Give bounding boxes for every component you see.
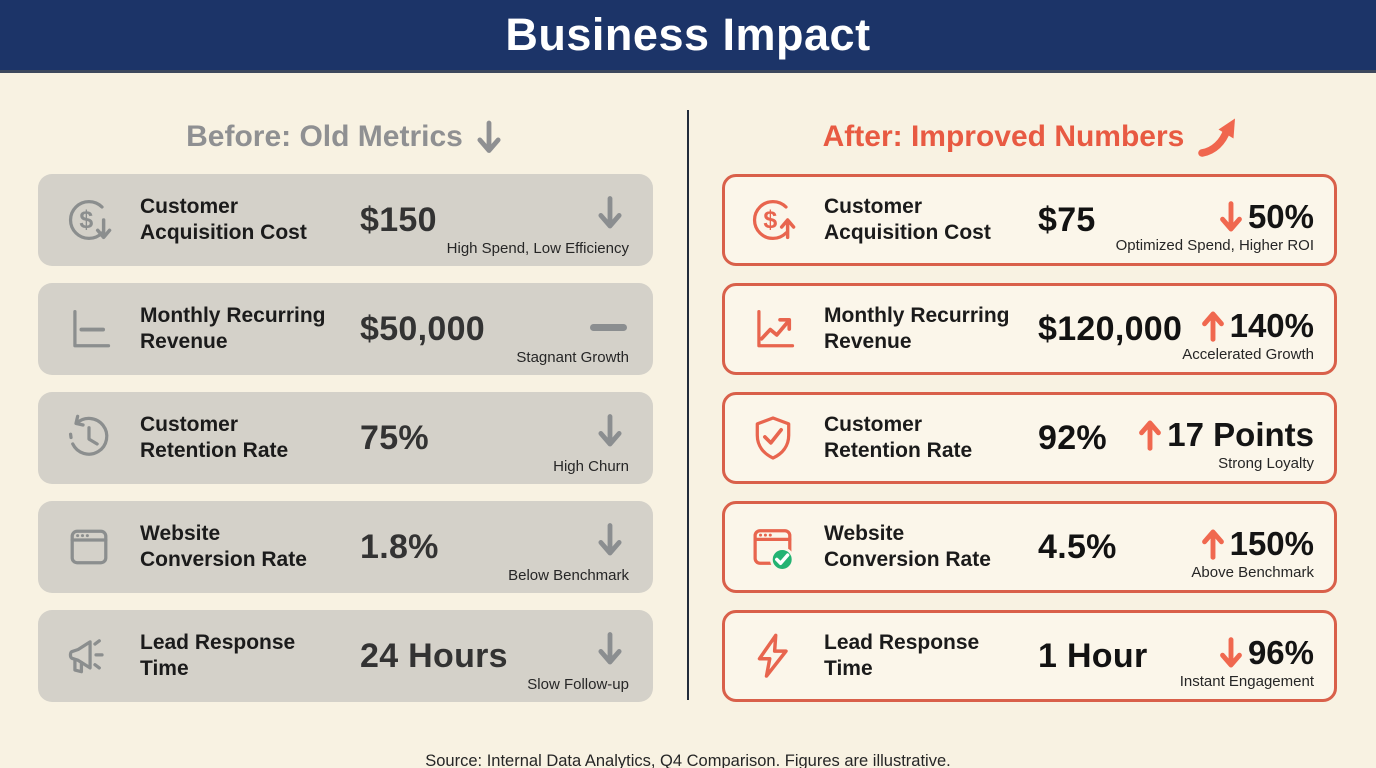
column-divider [687,110,689,700]
trend-delta: 140% [1201,307,1314,345]
after-heading-label: After: Improved Numbers [822,120,1185,153]
metric-label: Monthly Recurring Revenue [140,303,326,353]
after-heading: After: Improved Numbers [688,105,1376,169]
trend-up-arrow [1201,309,1225,343]
before-heading: Before: Old Metrics [0,105,688,169]
metric-value: 24 Hours [360,636,508,675]
metric-card-before-customer-retention-rate: Customer Retention Rate 75% High Churn [38,392,653,484]
dollar-cycle-up-icon: $ [746,193,800,247]
metric-value: 4.5% [1038,527,1117,566]
trend-delta: 50% [1219,198,1314,236]
trend-delta: 17 Points [1138,416,1314,454]
metric-value: $150 [360,200,437,239]
trend-down-arrow [597,521,623,559]
metric-caption: Instant Engagement [1179,673,1314,690]
metric-value: 92% [1038,418,1107,457]
metric-label: Customer Acquisition Cost [824,194,991,244]
after-column: After: Improved Numbers $ [688,73,1376,719]
metric-value: 1 Hour [1038,636,1148,675]
metric-caption: Slow Follow-up [527,676,629,693]
metric-card-after-lead-response-time: Lead Response Time 1 Hour 96% Instant En… [722,610,1337,702]
metric-card-before-customer-acquisition-cost: $ Customer Acquisition Cost $150 High Sp… [38,174,653,266]
comparison-columns: Before: Old Metrics $ [0,73,1376,719]
metric-value: 1.8% [360,527,439,566]
metric-caption: High Churn [553,458,629,475]
before-cards: $ Customer Acquisition Cost $150 High Sp… [0,174,688,702]
trend-down-arrow [1219,636,1243,670]
browser-check-icon [746,520,800,574]
growth-chart-icon [746,302,800,356]
megaphone-icon [62,629,116,683]
metric-delta: 140% [1229,307,1314,344]
metric-caption: Strong Loyalty [1218,455,1314,472]
metric-value: $50,000 [360,309,486,348]
metric-value: $120,000 [1038,309,1183,348]
metric-card-after-customer-retention-rate: Customer Retention Rate 92% 17 Points St… [722,392,1337,484]
metric-label: Lead Response Time [140,630,296,680]
shield-check-icon [746,411,800,465]
metric-value: $75 [1038,200,1096,239]
trend-delta: 150% [1201,525,1314,563]
metric-label: Website Conversion Rate [824,521,991,571]
lightning-bolt-icon [746,629,800,683]
dollar-cycle-down-icon: $ [62,193,116,247]
metric-caption: Optimized Spend, Higher ROI [1115,237,1314,254]
metric-label: Customer Acquisition Cost [140,194,307,244]
browser-window-icon [62,520,116,574]
metric-caption: Stagnant Growth [516,349,629,366]
metric-card-before-monthly-recurring-revenue: Monthly Recurring Revenue $50,000 Stagna… [38,283,653,375]
metric-label: Customer Retention Rate [824,412,973,462]
trend-flat-dash-icon [590,324,627,331]
metric-caption: Above Benchmark [1191,564,1314,581]
metric-caption: Below Benchmark [508,567,629,584]
trend-delta: 96% [1219,634,1314,672]
metric-label: Monthly Recurring Revenue [824,303,1010,353]
after-cards: $ Customer Acquisition Cost $75 [688,174,1376,702]
metric-card-after-website-conversion-rate: Website Conversion Rate 4.5% 150% Above … [722,501,1337,593]
metric-label: Lead Response Time [824,630,980,680]
svg-text:$: $ [763,206,777,234]
trend-up-arrow [1138,418,1162,452]
down-arrow-icon [476,119,502,156]
metric-value: 75% [360,418,429,457]
before-column: Before: Old Metrics $ [0,73,688,719]
flat-line-chart-icon [62,302,116,356]
metric-delta: 96% [1247,634,1314,671]
metric-delta: 150% [1229,525,1314,562]
metric-card-before-lead-response-time: Lead Response Time 24 Hours Slow Follow-… [38,610,653,702]
trend-down-arrow [597,412,623,450]
trend-up-arrow [1201,527,1225,561]
metric-card-before-website-conversion-rate: Website Conversion Rate 1.8% Below Bench… [38,501,653,593]
metric-caption: High Spend, Low Efficiency [446,240,629,257]
before-heading-label: Before: Old Metrics [186,120,463,153]
header-bar: Business Impact [0,0,1376,73]
curved-up-arrow-icon [1197,116,1241,158]
trend-down-arrow [1219,200,1243,234]
source-note: Source: Internal Data Analytics, Q4 Comp… [425,752,951,768]
history-clock-icon [62,411,116,465]
trend-down-arrow [597,630,623,668]
metric-delta: 17 Points [1167,416,1314,453]
metric-delta: 50% [1247,198,1314,235]
metric-label: Website Conversion Rate [140,521,307,571]
trend-down-arrow [597,194,623,232]
metric-caption: Accelerated Growth [1182,346,1314,363]
page-title: Business Impact [505,9,871,60]
svg-text:$: $ [79,206,93,234]
metric-card-after-monthly-recurring-revenue: Monthly Recurring Revenue $120,000 140% … [722,283,1337,375]
metric-card-after-customer-acquisition-cost: $ Customer Acquisition Cost $75 [722,174,1337,266]
metric-label: Customer Retention Rate [140,412,289,462]
